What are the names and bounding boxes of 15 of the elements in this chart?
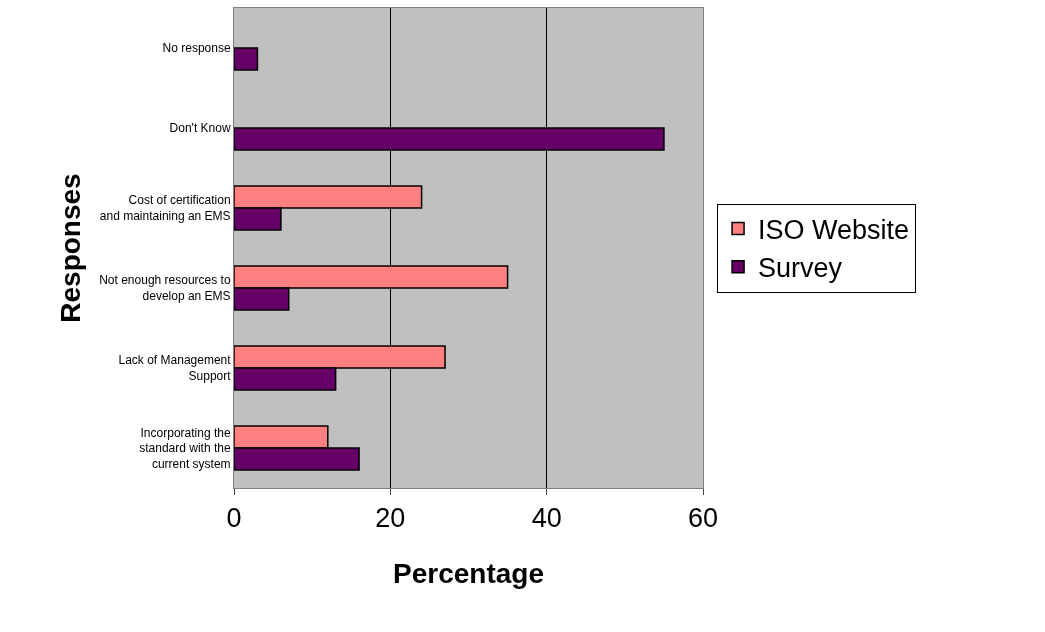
x-axis-title: Percentage [393, 557, 544, 589]
y-tick-label: No response [162, 41, 231, 56]
y-axis-title: Responses [54, 173, 86, 323]
y-tick-label: Incorporating the standard with the current system [139, 425, 231, 471]
x-tick-label: 60 [687, 503, 719, 534]
x-tick-label: 40 [531, 503, 562, 534]
y-tick-label: Lack of Management Support [118, 353, 232, 383]
bar [234, 47, 259, 71]
x-tick-label: 0 [226, 503, 242, 534]
x-tick-label: 20 [375, 503, 406, 534]
y-tick-label: Cost of certification and maintaining an EMS [99, 193, 231, 223]
y-tick-label: Don't Know [169, 121, 231, 136]
legend-label: Survey [758, 253, 843, 284]
y-tick-label: Not enough resources to develop an EMS [99, 273, 231, 303]
legend-label: ISO Website [758, 215, 910, 246]
